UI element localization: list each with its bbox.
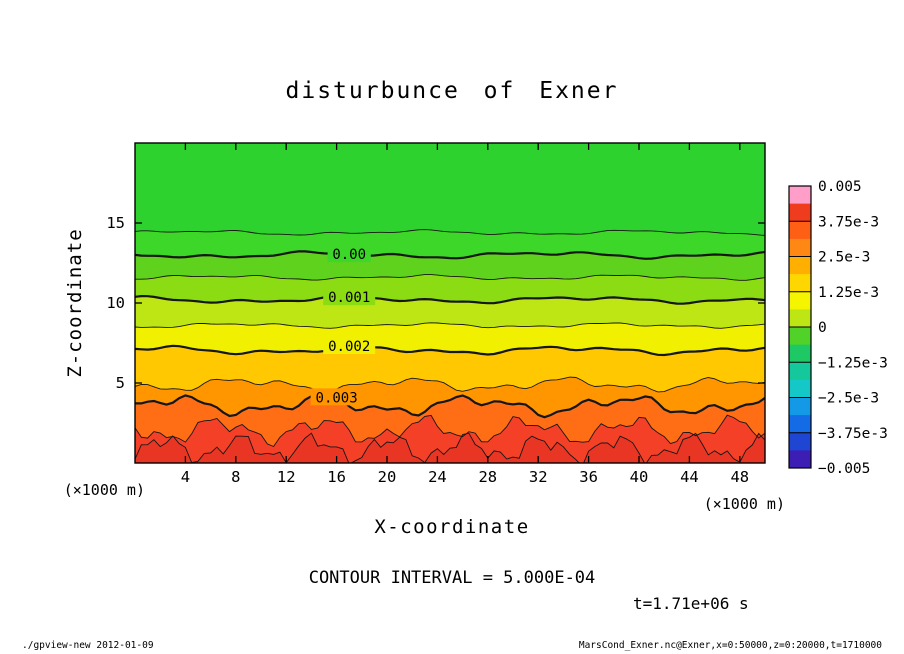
y-axis-label: Z-coordinate	[64, 228, 86, 378]
x-axis-label: X-coordinate	[374, 516, 530, 538]
contour-interval-note: CONTOUR INTERVAL = 5.000E-04	[308, 568, 596, 588]
contour-band	[135, 229, 765, 259]
contour-label: 0.00	[332, 247, 366, 263]
contour-band	[135, 345, 765, 394]
colorbar-segment	[789, 362, 811, 381]
contour-lines	[135, 229, 765, 463]
y-tick-label: 5	[116, 374, 125, 392]
contour-band	[135, 322, 765, 355]
colorbar-label: 3.75e-3	[818, 214, 879, 230]
x-tick-label: 20	[378, 468, 397, 486]
x-axis-units: (×1000 m)	[703, 495, 785, 513]
contour-band	[135, 296, 765, 329]
contour-band	[135, 433, 765, 463]
contour-line	[135, 229, 765, 236]
colorbar-label: 2.5e-3	[818, 250, 870, 266]
contour-label: 0.001	[328, 290, 370, 306]
x-tick-label: 12	[277, 468, 296, 486]
colorbar-label: −1.25e-3	[818, 355, 888, 371]
contour-band	[135, 395, 765, 447]
colorbar-label: −3.75e-3	[818, 426, 888, 442]
x-tick-label: 28	[478, 468, 497, 486]
contour-band	[135, 377, 765, 418]
colorbar	[788, 185, 812, 469]
contour-line	[135, 394, 765, 419]
colorbar-segment	[789, 344, 811, 363]
contour-line	[135, 294, 765, 305]
contour-band	[135, 415, 765, 463]
y-tick-labels: 5 10 15	[106, 214, 125, 392]
colorbar-segment	[789, 238, 811, 257]
contour-label-bg	[310, 388, 363, 406]
contour-label: 0.002	[328, 339, 370, 355]
colorbar-label: 0.005	[818, 179, 862, 195]
contour-band	[135, 274, 765, 304]
contour-line	[135, 274, 765, 281]
x-tick-label: 36	[579, 468, 598, 486]
colorbar-segment	[789, 221, 811, 240]
colorbar-segment	[789, 203, 811, 222]
y-axis-units: (×1000 m)	[63, 481, 145, 499]
contour-line	[135, 322, 765, 329]
contour-label: 0.003	[316, 390, 358, 406]
contour-band	[135, 251, 765, 281]
x-tick-labels: 4 8 12 16 20 24 28 32 36 40 44 48	[181, 468, 749, 486]
contour-label-bg	[323, 337, 376, 355]
x-tick-label: 32	[529, 468, 548, 486]
colorbar-segment	[789, 309, 811, 328]
colorbar-label: −0.005	[818, 461, 870, 477]
colorbar-segment	[789, 397, 811, 416]
colorbar-segment	[789, 379, 811, 398]
colorbar-label: −2.5e-3	[818, 391, 879, 407]
footer-command: ./gpview-new 2012-01-09	[22, 640, 154, 651]
colorbar-segment	[789, 415, 811, 434]
y-tick-label: 15	[106, 214, 125, 232]
x-tick-label: 16	[327, 468, 346, 486]
time-note: t=1.71e+06 s	[633, 594, 749, 613]
x-tick-label: 48	[730, 468, 749, 486]
footer-datasource: MarsCond_Exner.nc@Exner,x=0:50000,z=0:20…	[578, 640, 882, 651]
x-tick-label: 40	[630, 468, 649, 486]
colorbar-segment	[789, 256, 811, 275]
colorbar-label: 0	[818, 320, 827, 336]
colorbar-segment	[789, 186, 811, 205]
colorbar-segment	[789, 432, 811, 451]
contour-line	[135, 376, 765, 394]
x-tick-label: 8	[231, 468, 240, 486]
colorbar-segment	[789, 291, 811, 310]
x-tick-label: 4	[181, 468, 190, 486]
axes	[134, 142, 766, 464]
x-tick-label: 24	[428, 468, 447, 486]
plot-title: disturbunce of Exner	[285, 78, 619, 104]
contour-label-bg	[327, 245, 371, 263]
contour-line	[135, 250, 765, 260]
contour-fill	[135, 143, 765, 463]
colorbar-segment	[789, 327, 811, 346]
contour-label-bg	[323, 288, 376, 306]
contour-line	[135, 344, 765, 357]
contour-line	[135, 432, 765, 463]
x-tick-label: 44	[680, 468, 699, 486]
contour-line	[135, 414, 765, 448]
y-tick-label: 10	[106, 294, 125, 312]
colorbar-segment	[789, 450, 811, 469]
contour-band	[135, 143, 765, 236]
colorbar-label: 1.25e-3	[818, 285, 879, 301]
contour-labels: 0.00 0.001 0.002 0.003	[310, 245, 376, 406]
colorbar-segment	[789, 274, 811, 293]
colorbar-labels: 0.005 3.75e-3 2.5e-3 1.25e-3 0 −1.25e-3 −2.5e-…	[818, 179, 888, 477]
